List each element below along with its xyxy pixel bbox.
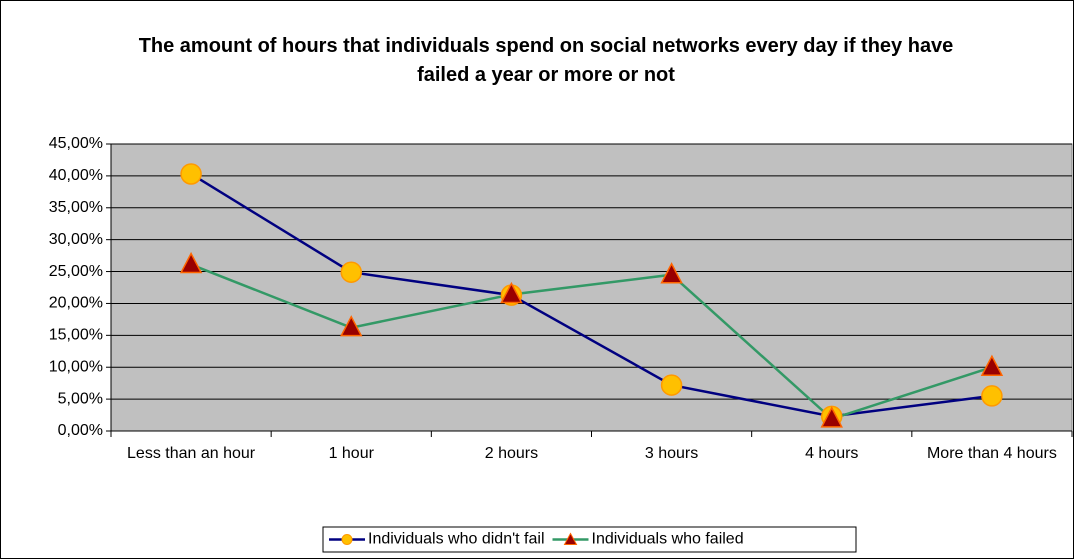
x-tick-label: Less than an hour: [127, 445, 256, 462]
legend-label: Individuals who didn't fail: [368, 531, 545, 548]
plot-area: [110, 143, 1073, 432]
y-tick-label: 45,00%: [49, 135, 103, 152]
series-line: [190, 263, 993, 421]
legend-marker: [563, 532, 578, 545]
marker: [500, 281, 523, 304]
marker: [180, 163, 202, 185]
marker: [660, 374, 683, 396]
x-tick-label: 3 hours: [644, 445, 699, 462]
y-tick-label: 25,00%: [49, 263, 103, 280]
legend-box: [322, 526, 857, 553]
y-tick-label: 10,00%: [49, 358, 103, 375]
marker: [660, 262, 683, 284]
y-tick-label: 30,00%: [49, 231, 103, 248]
x-tick-label: 4 hours: [805, 445, 859, 462]
chart-title: The amount of hours that individuals spe…: [138, 35, 954, 86]
y-tick-label: 20,00%: [49, 295, 103, 312]
legend-marker: [341, 534, 353, 545]
marker: [340, 315, 363, 337]
marker: [820, 406, 843, 428]
x-tick-label: 1 hour: [328, 445, 374, 462]
marker: [981, 385, 1003, 407]
x-tick-label: More than 4 hours: [926, 445, 1057, 462]
marker: [980, 354, 1004, 376]
y-tick-label: 5,00%: [58, 390, 103, 407]
y-tick-label: 15,00%: [49, 327, 103, 344]
y-tick-label: 40,00%: [49, 167, 103, 184]
marker: [179, 251, 203, 274]
y-tick-label: 0,00%: [58, 422, 103, 439]
legend-label: Individuals who failed: [592, 531, 744, 548]
x-tick-label: 2 hours: [484, 445, 539, 462]
y-tick-label: 35,00%: [49, 199, 103, 216]
marker: [340, 261, 362, 283]
series-line: [190, 172, 993, 418]
